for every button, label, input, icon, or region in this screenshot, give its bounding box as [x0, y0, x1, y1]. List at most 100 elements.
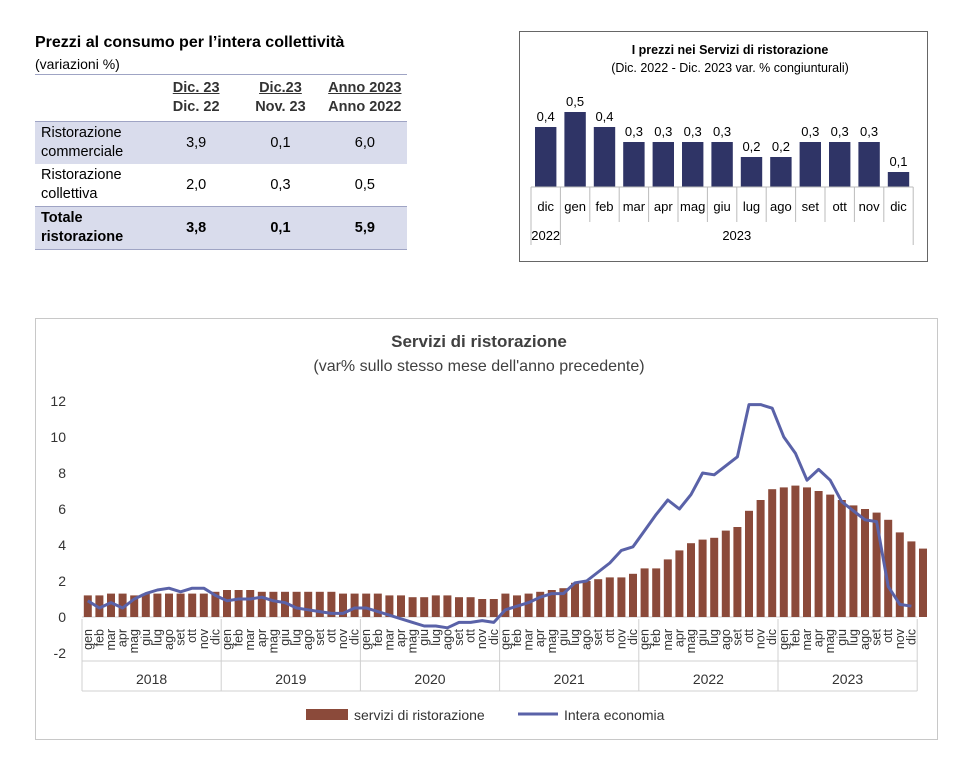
price-table: Dic. 23 Dic. 22 Dic.23 Nov. 23 Anno 2023… — [35, 74, 407, 250]
chart2-month-label: gen — [498, 629, 512, 650]
chart2-month-label: dic — [348, 629, 362, 645]
chart1-bar — [682, 142, 704, 187]
chart2-month-label: feb — [788, 629, 802, 646]
chart2-bar — [176, 593, 185, 617]
monthly-change-chart-box: I prezzi nei Servizi di ristorazione (Di… — [519, 31, 928, 262]
chart1-value-label: 0,5 — [566, 94, 584, 109]
chart2-bar — [455, 597, 463, 617]
row-value-2: 0,1 — [238, 121, 323, 164]
chart2-month-label: ott — [881, 628, 895, 642]
chart2-bar — [536, 591, 545, 617]
chart2-ytick-label: 0 — [58, 609, 66, 625]
chart2-bar — [420, 597, 429, 617]
chart2-month-label: nov — [197, 628, 211, 649]
chart1-category-label: ott — [832, 199, 847, 214]
chart1-value-label: 0,4 — [537, 109, 555, 124]
chart2-year-label: 2019 — [275, 671, 306, 687]
chart1-value-label: 0,1 — [889, 154, 907, 169]
chart2-bar — [652, 568, 661, 617]
chart1-value-label: 0,3 — [801, 124, 819, 139]
chart1-title: I prezzi nei Servizi di ristorazione — [632, 43, 829, 57]
chart2-month-label: lug — [429, 629, 443, 646]
chart2-bar — [83, 595, 92, 617]
chart2-bar — [234, 590, 243, 617]
chart2-month-label: gen — [638, 629, 652, 650]
chart2-bar — [779, 487, 788, 617]
chart2-month-label: mar — [243, 629, 257, 651]
chart2-bar — [721, 530, 730, 617]
row-label: Totale ristorazione — [35, 206, 155, 250]
chart2-year-label: 2022 — [693, 671, 724, 687]
chart2-month-label: set — [174, 628, 188, 645]
chart2-month-label: lug — [290, 629, 304, 646]
chart2-month-label: ago — [301, 629, 315, 650]
chart2-bar — [640, 568, 649, 617]
chart2-month-label: apr — [255, 629, 269, 647]
chart2-bar — [559, 588, 568, 617]
chart2-bar — [884, 519, 893, 617]
row-value-1: 3,8 — [154, 206, 239, 250]
chart1-bar — [858, 142, 880, 187]
chart2-month-label: ago — [858, 629, 872, 650]
chart2-bar — [257, 591, 266, 617]
chart2-bar — [292, 591, 301, 617]
chart2-bar — [872, 512, 881, 617]
chart2-ytick-label: 10 — [50, 429, 66, 445]
chart2-month-label: mar — [382, 629, 396, 651]
chart1-value-label: 0,3 — [860, 124, 878, 139]
chart1-category-label: lug — [743, 199, 760, 214]
col-dec-dec-line1: Dic. 23 — [172, 80, 220, 96]
chart2-year-label: 2018 — [136, 671, 167, 687]
chart2-month-label: feb — [371, 629, 385, 646]
chart2-month-label: apr — [116, 629, 130, 647]
col-dec-nov-line1: Dic.23 — [259, 80, 302, 96]
row-label-line1: Ristorazione — [41, 167, 122, 183]
chart1-category-label: mag — [680, 199, 705, 214]
table-title: Prezzi al consumo per l’intera collettiv… — [35, 34, 345, 51]
chart2-month-label: mar — [522, 629, 536, 651]
chart2-bar — [895, 532, 904, 617]
chart1-bar — [623, 142, 645, 187]
chart1-category-label: dic — [537, 199, 554, 214]
chart2-month-label: feb — [649, 629, 663, 646]
chart2-month-label: dic — [208, 629, 222, 645]
chart1-bar — [829, 142, 851, 187]
chart2-month-label: feb — [232, 629, 246, 646]
chart2-line-intera-economia — [87, 403, 912, 630]
chart2-ytick-label: 12 — [50, 393, 66, 409]
chart2-month-label: ago — [719, 629, 733, 650]
chart2-month-label: mar — [661, 629, 675, 651]
chart2-bar — [141, 593, 150, 617]
table-row: Ristorazione commerciale 3,9 0,1 6,0 — [35, 121, 407, 164]
chart1-bar — [652, 142, 674, 187]
row-value-1: 2,0 — [186, 176, 207, 193]
chart1-bar — [593, 127, 616, 187]
chart2-bar — [571, 582, 579, 617]
chart2-bar — [339, 593, 347, 617]
chart2-bar — [327, 591, 336, 617]
monthly-change-chart: I prezzi nei Servizi di ristorazione (Di… — [530, 43, 914, 245]
chart2-month-label: lug — [707, 629, 721, 646]
chart2-bar — [849, 505, 858, 617]
chart2-bar — [165, 593, 173, 617]
row-value-3: 6,0 — [322, 121, 407, 164]
row-value-1: 3,9 — [154, 121, 239, 164]
chart2-month-label: apr — [533, 629, 547, 647]
legend-line-label: Intera economia — [564, 707, 665, 723]
chart2-subtitle: (var% sullo stesso mese dell'anno preced… — [313, 358, 644, 375]
chart2-month-label: ott — [742, 628, 756, 642]
chart2-ytick-label: -2 — [54, 645, 67, 661]
chart2-bar — [95, 595, 104, 617]
table-subtitle: (variazioni %) — [35, 56, 120, 72]
chart2-month-label: mag — [545, 629, 559, 653]
chart2-month-label: set — [313, 628, 327, 645]
chart2-month-label: apr — [672, 629, 686, 647]
chart2-month-label: gen — [81, 629, 95, 650]
chart1-category-label: dic — [890, 199, 907, 214]
chart2-bar — [617, 577, 626, 617]
chart2-month-label: dic — [626, 629, 640, 645]
row-label: Ristorazione collettiva — [35, 164, 154, 207]
chart1-value-label: 0,3 — [713, 124, 731, 139]
col-dec-nov-header: Dic.23 Nov. 23 — [238, 75, 322, 122]
chart2-month-label: set — [591, 628, 605, 645]
